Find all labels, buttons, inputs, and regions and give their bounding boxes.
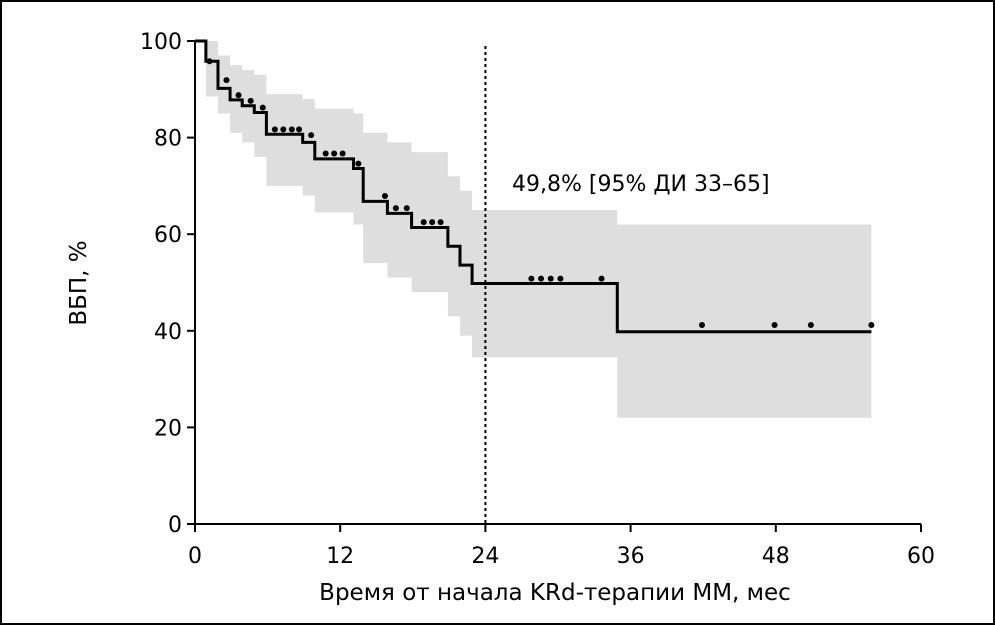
censor-mark — [259, 104, 266, 111]
y-tick-label: 60 — [154, 223, 182, 248]
survival-curve — [195, 39, 872, 334]
x-tick-label: 24 — [471, 544, 499, 569]
censor-mark — [698, 322, 705, 329]
censor-mark — [308, 132, 315, 139]
x-axis-title: Время от начала KRd-терапии ММ, мес — [319, 580, 791, 606]
censor-mark — [557, 275, 564, 282]
y-tick-label: 40 — [154, 320, 182, 345]
censor-mark — [598, 275, 605, 282]
censor-marks-layer — [206, 58, 875, 329]
censor-mark — [355, 160, 362, 167]
x-tick-label: 0 — [188, 544, 202, 569]
censor-mark — [381, 193, 388, 200]
x-tick-label: 36 — [617, 544, 645, 569]
censor-mark — [339, 150, 346, 157]
censor-mark — [271, 126, 278, 133]
axes-layer: 0 20 40 60 80 100 0 12 24 36 48 60 — [140, 30, 935, 569]
y-tick-label: 20 — [154, 416, 182, 441]
x-tick-label: 48 — [762, 544, 790, 569]
censor-mark — [392, 205, 399, 212]
censor-mark — [868, 322, 875, 329]
censor-mark — [280, 126, 287, 133]
censor-mark — [206, 58, 213, 65]
y-tick-label: 0 — [168, 513, 182, 538]
y-axis-title: ВБП, % — [66, 240, 92, 325]
censor-mark — [247, 97, 254, 104]
y-tick-label: 100 — [140, 30, 182, 55]
censor-mark — [235, 92, 242, 99]
censor-mark — [547, 275, 554, 282]
survival-curve-layer — [195, 39, 872, 334]
censor-mark — [296, 126, 303, 133]
censor-mark — [420, 219, 427, 226]
censor-mark — [528, 275, 535, 282]
censor-mark — [322, 150, 329, 157]
censor-mark — [771, 322, 778, 329]
ci-band — [195, 41, 872, 418]
censor-mark — [403, 205, 410, 212]
x-tick-label: 60 — [907, 544, 935, 569]
censor-mark — [288, 126, 295, 133]
ci-band-layer — [195, 41, 872, 418]
censor-mark — [223, 77, 230, 84]
censor-mark — [331, 150, 338, 157]
median-annotation: 49,8% [95% ДИ 33–65] — [512, 172, 770, 197]
censor-mark — [538, 275, 545, 282]
censor-mark — [429, 219, 436, 226]
censor-mark — [437, 219, 444, 226]
y-tick-label: 80 — [154, 127, 182, 152]
x-tick-label: 12 — [326, 544, 354, 569]
censor-mark — [807, 322, 814, 329]
